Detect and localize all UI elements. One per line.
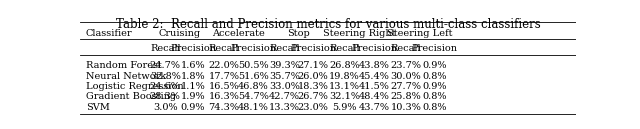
Text: 42.7%: 42.7% <box>269 92 300 101</box>
Text: 50.5%: 50.5% <box>238 61 269 70</box>
Text: Precision: Precision <box>170 44 216 53</box>
Text: 24.7%: 24.7% <box>150 61 181 70</box>
Text: 25.8%: 25.8% <box>390 92 421 101</box>
Text: 16.5%: 16.5% <box>209 82 239 91</box>
Text: 39.3%: 39.3% <box>269 61 300 70</box>
Text: Steering Right: Steering Right <box>323 29 395 38</box>
Text: 10.3%: 10.3% <box>390 103 421 112</box>
Text: 24.6%: 24.6% <box>150 82 180 91</box>
Text: 0.9%: 0.9% <box>422 82 447 91</box>
Text: 41.5%: 41.5% <box>358 82 390 91</box>
Text: Precision: Precision <box>351 44 397 53</box>
Text: 28.3%: 28.3% <box>150 92 180 101</box>
Text: 33.0%: 33.0% <box>269 82 300 91</box>
Text: 43.8%: 43.8% <box>358 61 390 70</box>
Text: 1.6%: 1.6% <box>180 61 205 70</box>
Text: 0.8%: 0.8% <box>422 92 447 101</box>
Text: Accelerate: Accelerate <box>212 29 265 38</box>
Text: Gradient Boosting: Gradient Boosting <box>86 92 176 101</box>
Text: 48.1%: 48.1% <box>238 103 269 112</box>
Text: 17.7%: 17.7% <box>209 72 239 81</box>
Text: 1.1%: 1.1% <box>180 82 205 91</box>
Text: 13.3%: 13.3% <box>269 103 300 112</box>
Text: 48.4%: 48.4% <box>358 92 390 101</box>
Text: Classifier: Classifier <box>86 29 132 38</box>
Text: Cruising: Cruising <box>158 29 200 38</box>
Text: 27.7%: 27.7% <box>390 82 421 91</box>
Text: Neural Network: Neural Network <box>86 72 166 81</box>
Text: Recall: Recall <box>269 44 300 53</box>
Text: 32.8%: 32.8% <box>150 72 180 81</box>
Text: 35.7%: 35.7% <box>269 72 300 81</box>
Text: 46.8%: 46.8% <box>238 82 269 91</box>
Text: SVM: SVM <box>86 103 110 112</box>
Text: 26.7%: 26.7% <box>298 92 328 101</box>
Text: Precision: Precision <box>290 44 336 53</box>
Text: 74.3%: 74.3% <box>209 103 239 112</box>
Text: 27.1%: 27.1% <box>298 61 328 70</box>
Text: Recall: Recall <box>209 44 239 53</box>
Text: 18.3%: 18.3% <box>298 82 328 91</box>
Text: 1.8%: 1.8% <box>180 72 205 81</box>
Text: Recall: Recall <box>329 44 360 53</box>
Text: 54.7%: 54.7% <box>238 92 269 101</box>
Text: 43.7%: 43.7% <box>358 103 390 112</box>
Text: 1.9%: 1.9% <box>180 92 205 101</box>
Text: 0.9%: 0.9% <box>181 103 205 112</box>
Text: 23.0%: 23.0% <box>298 103 328 112</box>
Text: 30.0%: 30.0% <box>390 72 421 81</box>
Text: 26.8%: 26.8% <box>329 61 360 70</box>
Text: 0.8%: 0.8% <box>422 103 447 112</box>
Text: 32.1%: 32.1% <box>329 92 360 101</box>
Text: 19.8%: 19.8% <box>329 72 360 81</box>
Text: Stop: Stop <box>287 29 310 38</box>
Text: Recall: Recall <box>390 44 421 53</box>
Text: Recall: Recall <box>150 44 180 53</box>
Text: Steering Left: Steering Left <box>387 29 452 38</box>
Text: Table 2:  Recall and Precision metrics for various multi-class classifiers: Table 2: Recall and Precision metrics fo… <box>116 18 540 31</box>
Text: 51.6%: 51.6% <box>238 72 269 81</box>
Text: 16.3%: 16.3% <box>209 92 239 101</box>
Text: 26.0%: 26.0% <box>298 72 328 81</box>
Text: Precision: Precision <box>412 44 458 53</box>
Text: Precision: Precision <box>230 44 276 53</box>
Text: 5.9%: 5.9% <box>332 103 356 112</box>
Text: 0.8%: 0.8% <box>422 72 447 81</box>
Text: Logistic Regression: Logistic Regression <box>86 82 184 91</box>
Text: 13.1%: 13.1% <box>329 82 360 91</box>
Text: 22.0%: 22.0% <box>209 61 239 70</box>
Text: 3.0%: 3.0% <box>153 103 178 112</box>
Text: 0.9%: 0.9% <box>422 61 447 70</box>
Text: 23.7%: 23.7% <box>390 61 421 70</box>
Text: 45.4%: 45.4% <box>358 72 390 81</box>
Text: Random Forest: Random Forest <box>86 61 162 70</box>
